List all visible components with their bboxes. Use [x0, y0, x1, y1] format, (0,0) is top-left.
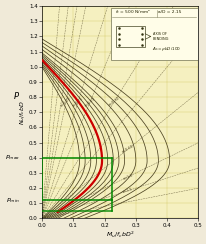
- Text: $A_s = \rho bD/100$: $A_s = \rho bD/100$: [151, 45, 180, 53]
- Bar: [115, 26, 145, 47]
- Text: e=0.30: e=0.30: [107, 96, 120, 107]
- Text: a/D = 2.15: a/D = 2.15: [157, 10, 180, 14]
- Y-axis label: $N_u/f_c bD$: $N_u/f_c bD$: [18, 100, 27, 125]
- X-axis label: $M_u/f_c bD^2$: $M_u/f_c bD^2$: [105, 230, 134, 240]
- Text: e=1.0: e=1.0: [122, 173, 133, 181]
- Text: e=0.60: e=0.60: [121, 144, 134, 154]
- Text: e=1.5: e=1.5: [122, 187, 133, 194]
- Text: $P_{max}$: $P_{max}$: [5, 153, 20, 162]
- FancyBboxPatch shape: [110, 9, 197, 60]
- Text: e=0.20: e=0.20: [83, 96, 96, 107]
- Text: e=0.15: e=0.15: [71, 96, 84, 107]
- Text: AXIS OF
BENDING: AXIS OF BENDING: [152, 32, 169, 41]
- Text: $P_{min}$: $P_{min}$: [6, 196, 20, 205]
- Text: e=0.10: e=0.10: [60, 96, 72, 108]
- Text: $P$: $P$: [13, 90, 20, 101]
- Text: $f_c$ = 500 N/mm²: $f_c$ = 500 N/mm²: [114, 8, 150, 16]
